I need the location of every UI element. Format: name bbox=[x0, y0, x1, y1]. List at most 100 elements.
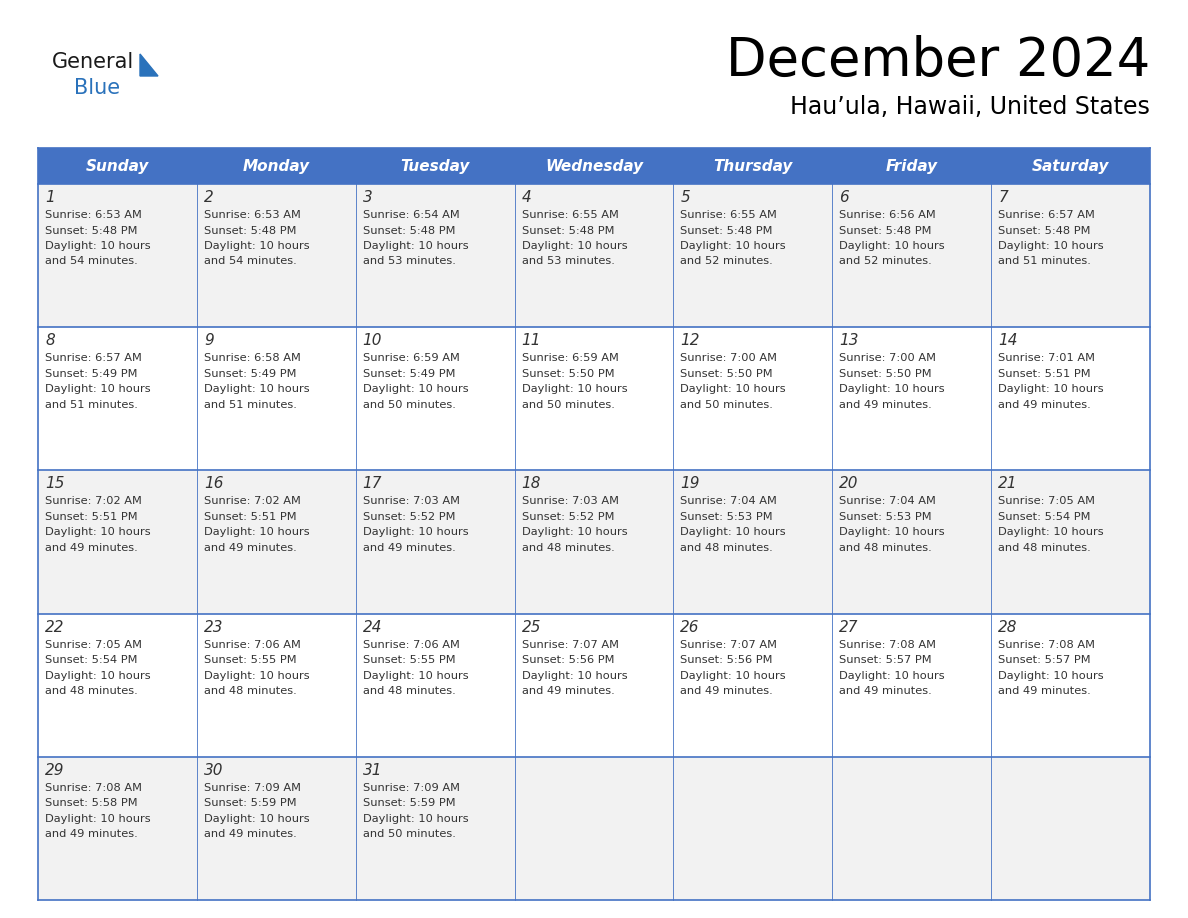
Text: Daylight: 10 hours: Daylight: 10 hours bbox=[362, 241, 468, 251]
Text: and 50 minutes.: and 50 minutes. bbox=[681, 399, 773, 409]
Bar bbox=[833, 148, 991, 184]
Text: 31: 31 bbox=[362, 763, 383, 778]
Text: 24: 24 bbox=[362, 620, 383, 634]
Text: and 49 minutes.: and 49 minutes. bbox=[522, 686, 614, 696]
Text: Daylight: 10 hours: Daylight: 10 hours bbox=[681, 528, 786, 537]
Text: 12: 12 bbox=[681, 333, 700, 348]
Bar bbox=[991, 613, 1150, 756]
Bar bbox=[355, 148, 514, 184]
Text: Sunrise: 7:00 AM: Sunrise: 7:00 AM bbox=[681, 353, 777, 364]
Bar bbox=[674, 470, 833, 613]
Text: Sunset: 5:50 PM: Sunset: 5:50 PM bbox=[681, 369, 773, 379]
Text: Sunrise: 7:08 AM: Sunrise: 7:08 AM bbox=[45, 783, 143, 793]
Text: Sunrise: 6:53 AM: Sunrise: 6:53 AM bbox=[204, 210, 301, 220]
Text: Sunrise: 7:07 AM: Sunrise: 7:07 AM bbox=[522, 640, 619, 650]
Text: Daylight: 10 hours: Daylight: 10 hours bbox=[204, 241, 310, 251]
Text: Daylight: 10 hours: Daylight: 10 hours bbox=[681, 385, 786, 394]
Polygon shape bbox=[140, 54, 158, 76]
Bar bbox=[991, 756, 1150, 900]
Bar bbox=[355, 184, 514, 327]
Text: Daylight: 10 hours: Daylight: 10 hours bbox=[45, 385, 151, 394]
Bar bbox=[197, 327, 355, 470]
Bar bbox=[355, 327, 514, 470]
Text: Sunrise: 7:06 AM: Sunrise: 7:06 AM bbox=[204, 640, 301, 650]
Text: 8: 8 bbox=[45, 333, 55, 348]
Text: Sunset: 5:50 PM: Sunset: 5:50 PM bbox=[839, 369, 931, 379]
Bar bbox=[991, 148, 1150, 184]
Text: Sunset: 5:49 PM: Sunset: 5:49 PM bbox=[45, 369, 138, 379]
Bar bbox=[833, 184, 991, 327]
Text: Daylight: 10 hours: Daylight: 10 hours bbox=[522, 528, 627, 537]
Bar bbox=[38, 148, 197, 184]
Bar bbox=[674, 327, 833, 470]
Text: Hau’ula, Hawaii, United States: Hau’ula, Hawaii, United States bbox=[790, 95, 1150, 119]
Text: 21: 21 bbox=[998, 476, 1018, 491]
Text: and 48 minutes.: and 48 minutes. bbox=[45, 686, 138, 696]
Bar bbox=[197, 184, 355, 327]
Text: Sunrise: 7:04 AM: Sunrise: 7:04 AM bbox=[839, 497, 936, 507]
Bar bbox=[833, 327, 991, 470]
Text: 5: 5 bbox=[681, 190, 690, 205]
Text: 13: 13 bbox=[839, 333, 859, 348]
Text: Daylight: 10 hours: Daylight: 10 hours bbox=[998, 241, 1104, 251]
Text: Sunset: 5:48 PM: Sunset: 5:48 PM bbox=[522, 226, 614, 236]
Text: and 49 minutes.: and 49 minutes. bbox=[998, 686, 1091, 696]
Text: 1: 1 bbox=[45, 190, 55, 205]
Text: Thursday: Thursday bbox=[713, 159, 792, 174]
Text: and 49 minutes.: and 49 minutes. bbox=[839, 399, 933, 409]
Text: Sunset: 5:53 PM: Sunset: 5:53 PM bbox=[839, 512, 931, 522]
Text: Sunrise: 6:55 AM: Sunrise: 6:55 AM bbox=[681, 210, 777, 220]
Bar bbox=[197, 470, 355, 613]
Text: Sunset: 5:58 PM: Sunset: 5:58 PM bbox=[45, 799, 138, 809]
Text: Daylight: 10 hours: Daylight: 10 hours bbox=[998, 528, 1104, 537]
Text: Daylight: 10 hours: Daylight: 10 hours bbox=[998, 671, 1104, 680]
Text: Sunrise: 7:04 AM: Sunrise: 7:04 AM bbox=[681, 497, 777, 507]
Text: and 48 minutes.: and 48 minutes. bbox=[681, 543, 773, 553]
Text: Sunset: 5:55 PM: Sunset: 5:55 PM bbox=[204, 655, 297, 666]
Text: 23: 23 bbox=[204, 620, 223, 634]
Text: 2: 2 bbox=[204, 190, 214, 205]
Text: 4: 4 bbox=[522, 190, 531, 205]
Bar bbox=[674, 613, 833, 756]
Text: and 50 minutes.: and 50 minutes. bbox=[362, 829, 455, 839]
Text: Sunrise: 7:03 AM: Sunrise: 7:03 AM bbox=[362, 497, 460, 507]
Text: Daylight: 10 hours: Daylight: 10 hours bbox=[839, 241, 944, 251]
Bar bbox=[197, 756, 355, 900]
Text: and 53 minutes.: and 53 minutes. bbox=[522, 256, 614, 266]
Bar bbox=[38, 613, 197, 756]
Text: 7: 7 bbox=[998, 190, 1007, 205]
Text: 26: 26 bbox=[681, 620, 700, 634]
Text: Daylight: 10 hours: Daylight: 10 hours bbox=[204, 671, 310, 680]
Text: Sunset: 5:48 PM: Sunset: 5:48 PM bbox=[362, 226, 455, 236]
Text: Sunset: 5:52 PM: Sunset: 5:52 PM bbox=[522, 512, 614, 522]
Text: Daylight: 10 hours: Daylight: 10 hours bbox=[204, 528, 310, 537]
Text: Sunrise: 6:59 AM: Sunrise: 6:59 AM bbox=[522, 353, 619, 364]
Text: Sunset: 5:53 PM: Sunset: 5:53 PM bbox=[681, 512, 773, 522]
Text: Daylight: 10 hours: Daylight: 10 hours bbox=[45, 813, 151, 823]
Text: Sunrise: 7:05 AM: Sunrise: 7:05 AM bbox=[998, 497, 1095, 507]
Text: Sunrise: 7:05 AM: Sunrise: 7:05 AM bbox=[45, 640, 143, 650]
Bar bbox=[674, 148, 833, 184]
Text: Sunset: 5:59 PM: Sunset: 5:59 PM bbox=[204, 799, 297, 809]
Text: Sunset: 5:57 PM: Sunset: 5:57 PM bbox=[839, 655, 931, 666]
Text: 27: 27 bbox=[839, 620, 859, 634]
Text: 29: 29 bbox=[45, 763, 64, 778]
Text: Daylight: 10 hours: Daylight: 10 hours bbox=[204, 385, 310, 394]
Bar bbox=[355, 470, 514, 613]
Text: and 48 minutes.: and 48 minutes. bbox=[839, 543, 933, 553]
Bar bbox=[38, 327, 197, 470]
Text: Daylight: 10 hours: Daylight: 10 hours bbox=[839, 385, 944, 394]
Text: 15: 15 bbox=[45, 476, 64, 491]
Text: and 49 minutes.: and 49 minutes. bbox=[45, 543, 138, 553]
Text: and 52 minutes.: and 52 minutes. bbox=[681, 256, 773, 266]
Text: and 49 minutes.: and 49 minutes. bbox=[998, 399, 1091, 409]
Text: Daylight: 10 hours: Daylight: 10 hours bbox=[362, 813, 468, 823]
Text: and 49 minutes.: and 49 minutes. bbox=[204, 543, 297, 553]
Text: Sunset: 5:48 PM: Sunset: 5:48 PM bbox=[45, 226, 138, 236]
Bar bbox=[514, 148, 674, 184]
Text: Sunrise: 6:55 AM: Sunrise: 6:55 AM bbox=[522, 210, 619, 220]
Bar bbox=[514, 613, 674, 756]
Text: and 50 minutes.: and 50 minutes. bbox=[522, 399, 614, 409]
Text: Sunset: 5:51 PM: Sunset: 5:51 PM bbox=[998, 369, 1091, 379]
Text: 20: 20 bbox=[839, 476, 859, 491]
